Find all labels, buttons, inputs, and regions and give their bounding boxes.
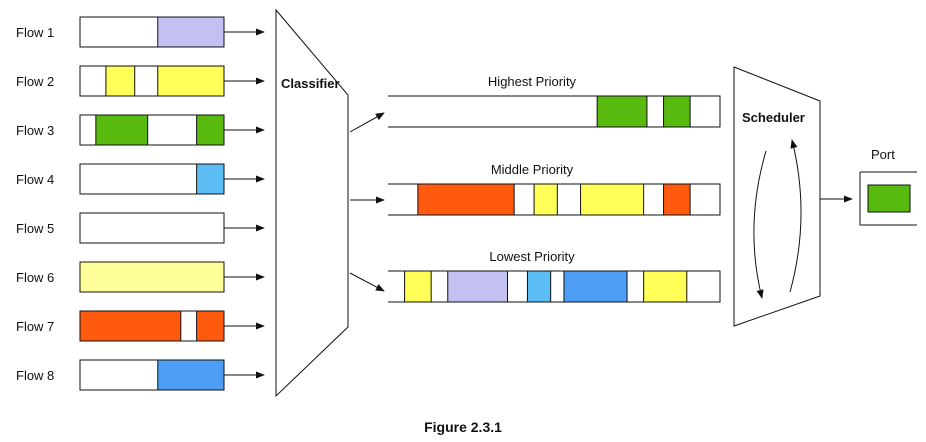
port-label: Port	[871, 147, 895, 162]
priority-queues: Highest Priority Middle Priority Lowest Pr…	[388, 74, 721, 303]
scheduler-label: Scheduler	[742, 110, 805, 125]
flow-packet	[196, 163, 225, 195]
flow-packet	[157, 359, 225, 391]
flow-row: Flow 1	[16, 16, 265, 48]
flow-row: Flow 5	[16, 212, 265, 244]
flow-label: Flow 2	[16, 74, 54, 89]
flow-label: Flow 1	[16, 25, 54, 40]
classifier-to-low-arrow	[349, 272, 385, 292]
flow-label: Flow 3	[16, 123, 54, 138]
flow-row: Flow 2	[16, 65, 265, 97]
flow-row: Flow 3	[16, 114, 265, 146]
flow-packet	[105, 65, 136, 97]
classifier-label: Classifier	[281, 76, 340, 91]
input-flows: Flow 1 Flow 2 Flow 3 Flow 4 Flow 5 Flow 6 Flow…	[16, 16, 265, 391]
flow-label: Flow 4	[16, 172, 54, 187]
classifier: Classifier	[275, 8, 349, 398]
queue-packet	[663, 183, 691, 216]
flow-packet	[157, 16, 225, 48]
queue-label: Middle Priority	[491, 162, 574, 177]
flow-label: Flow 7	[16, 319, 54, 334]
flow-buffer	[79, 212, 225, 244]
scheduler: Scheduler	[733, 66, 821, 327]
flow-label: Flow 6	[16, 270, 54, 285]
scheduler-shape	[733, 66, 821, 327]
flow-row: Flow 6	[16, 261, 265, 293]
flow-packet	[196, 310, 225, 342]
port-packet	[867, 184, 911, 213]
scheduler-cycle-up-arrow	[789, 139, 802, 293]
queue-packet	[447, 270, 509, 303]
classifier-output-arrows	[349, 112, 385, 292]
queue-packet	[596, 95, 648, 128]
flow-row: Flow 8	[16, 359, 265, 391]
flow-label: Flow 5	[16, 221, 54, 236]
port: Port	[859, 147, 917, 226]
flow-packet	[157, 65, 225, 97]
queue-packet	[417, 183, 515, 216]
flow-packet	[79, 261, 225, 293]
classifier-shape	[275, 8, 349, 398]
priority-queue: Lowest Priority	[388, 249, 721, 303]
flow-packet	[79, 310, 182, 342]
queue-packet	[526, 270, 552, 303]
flow-row: Flow 7	[16, 310, 265, 342]
flow-packet	[196, 114, 225, 146]
flow-label: Flow 8	[16, 368, 54, 383]
queue-packet	[663, 95, 691, 128]
queue-label: Lowest Priority	[489, 249, 575, 264]
queue-label: Highest Priority	[488, 74, 577, 89]
priority-queue: Middle Priority	[388, 162, 721, 216]
flow-row: Flow 4	[16, 163, 265, 195]
queue-packet	[404, 270, 432, 303]
figure-caption: Figure 2.3.1	[424, 419, 502, 435]
queue-packet	[580, 183, 645, 216]
queue-packet	[643, 270, 688, 303]
queue-packet	[533, 183, 558, 216]
scheduler-cycle-down-arrow	[753, 150, 767, 299]
port-frame	[859, 171, 917, 226]
priority-queue: Highest Priority	[388, 74, 721, 128]
flow-packet	[95, 114, 149, 146]
classifier-to-high-arrow	[349, 112, 385, 133]
queue-packet	[563, 270, 628, 303]
